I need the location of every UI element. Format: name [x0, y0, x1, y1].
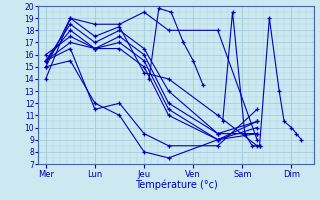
X-axis label: Température (°c): Température (°c) — [135, 180, 217, 190]
